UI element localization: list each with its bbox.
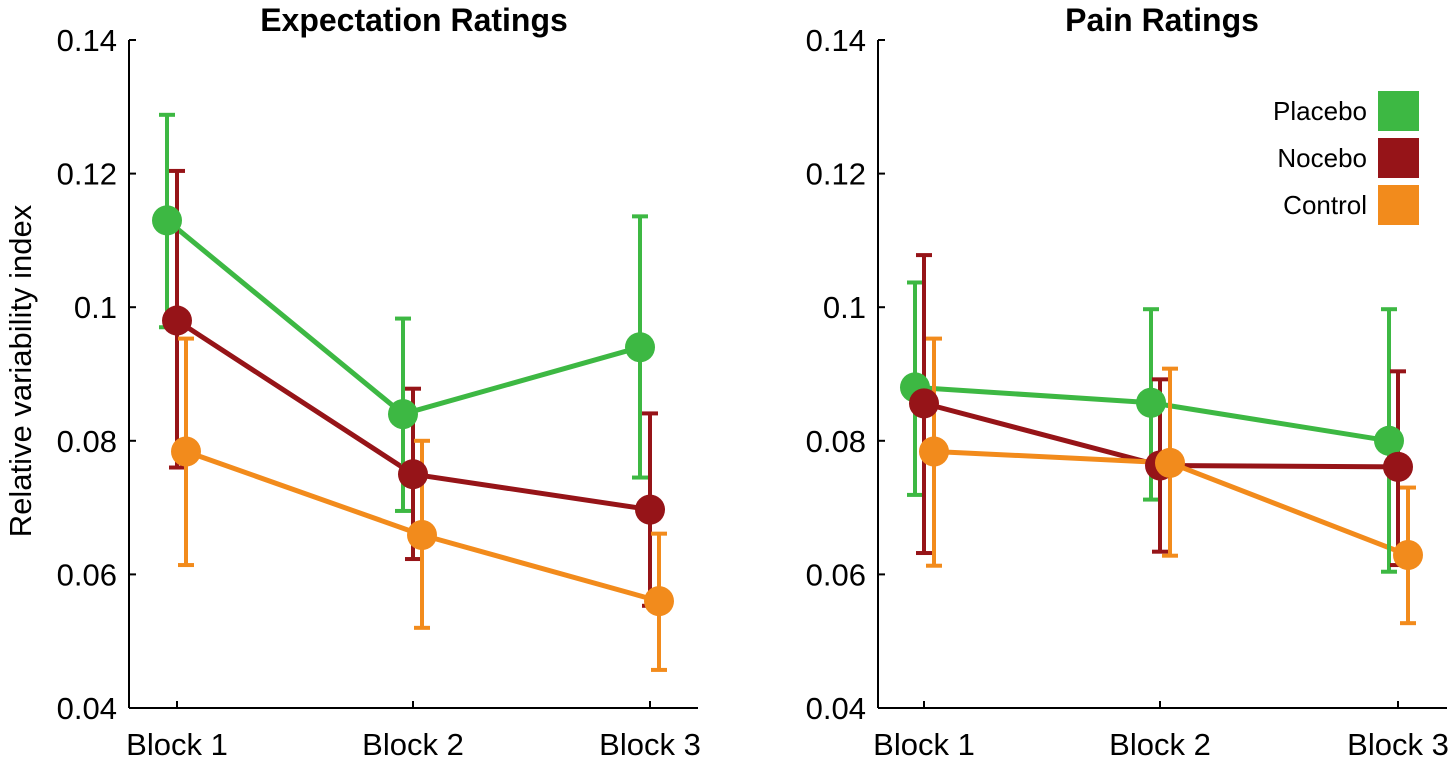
error-bars — [907, 253, 1416, 626]
series-layer — [900, 253, 1423, 626]
chart-title: Pain Ratings — [1065, 2, 1259, 38]
data-point-control — [1155, 447, 1185, 478]
x-tick-label: Block 1 — [873, 727, 975, 758]
y-tick-label: 0.12 — [57, 157, 117, 192]
legend-label: Control — [1283, 190, 1367, 220]
data-point-placebo — [1136, 387, 1166, 418]
y-tick-label: 0.14 — [806, 23, 866, 58]
data-point-placebo — [1374, 425, 1404, 456]
x-tick-label: Block 3 — [599, 727, 701, 758]
y-tick-label: 0.1 — [823, 290, 866, 325]
data-point-control — [1393, 540, 1423, 571]
x-tick-label: Block 2 — [1109, 727, 1211, 758]
y-tick-label: 0.06 — [806, 557, 866, 592]
y-tick-label: 0.04 — [57, 691, 117, 726]
y-tick-label: 0.12 — [806, 157, 866, 192]
y-axis: 0.04 0.06 0.08 0.1 0.12 0.14 — [806, 23, 885, 726]
data-point-nocebo — [398, 459, 428, 490]
data-point-placebo — [388, 399, 418, 430]
legend-label: Placebo — [1273, 96, 1367, 126]
panel-expectation-ratings: Expectation Ratings Relative variability… — [3, 2, 701, 758]
y-axis: 0.04 0.06 0.08 0.1 0.12 0.14 — [57, 23, 136, 726]
series-markers — [900, 372, 1423, 571]
x-axis: Block 1 Block 2 Block 3 — [126, 701, 701, 758]
y-tick-label: 0.08 — [57, 424, 117, 459]
series-layer — [152, 112, 674, 672]
legend-swatch — [1378, 138, 1419, 178]
y-tick-label: 0.04 — [806, 691, 866, 726]
y-tick-label: 0.1 — [74, 290, 117, 325]
data-point-control — [644, 586, 674, 617]
data-point-nocebo — [162, 305, 192, 336]
series-markers — [152, 205, 674, 617]
legend-item-placebo: Placebo — [1273, 91, 1419, 131]
x-tick-label: Block 1 — [126, 727, 228, 758]
x-tick-label: Block 3 — [1347, 727, 1449, 758]
legend: Placebo Nocebo Control — [1273, 91, 1419, 225]
chart-title: Expectation Ratings — [260, 2, 568, 38]
x-tick-label: Block 2 — [362, 727, 464, 758]
legend-item-nocebo: Nocebo — [1277, 138, 1419, 178]
panel-pain-ratings: Pain Ratings 0.04 0.06 0.08 0.1 0.12 0.14 Blo… — [806, 2, 1449, 758]
y-tick-label: 0.08 — [806, 424, 866, 459]
data-point-nocebo — [1383, 451, 1413, 482]
data-point-nocebo — [635, 494, 665, 525]
data-point-control — [407, 519, 437, 550]
legend-label: Nocebo — [1277, 143, 1367, 173]
data-point-placebo — [152, 205, 182, 236]
data-point-control — [171, 436, 201, 467]
y-tick-label: 0.06 — [57, 557, 117, 592]
data-point-placebo — [625, 332, 655, 363]
data-point-control — [919, 436, 949, 467]
legend-swatch — [1378, 185, 1419, 225]
legend-item-control: Control — [1283, 185, 1419, 225]
x-axis: Block 1 Block 2 Block 3 — [873, 701, 1449, 758]
y-axis-label: Relative variability index — [3, 204, 38, 537]
legend-swatch — [1378, 91, 1419, 131]
error-bars — [159, 112, 667, 672]
y-tick-label: 0.14 — [57, 23, 117, 58]
data-point-nocebo — [909, 388, 939, 419]
